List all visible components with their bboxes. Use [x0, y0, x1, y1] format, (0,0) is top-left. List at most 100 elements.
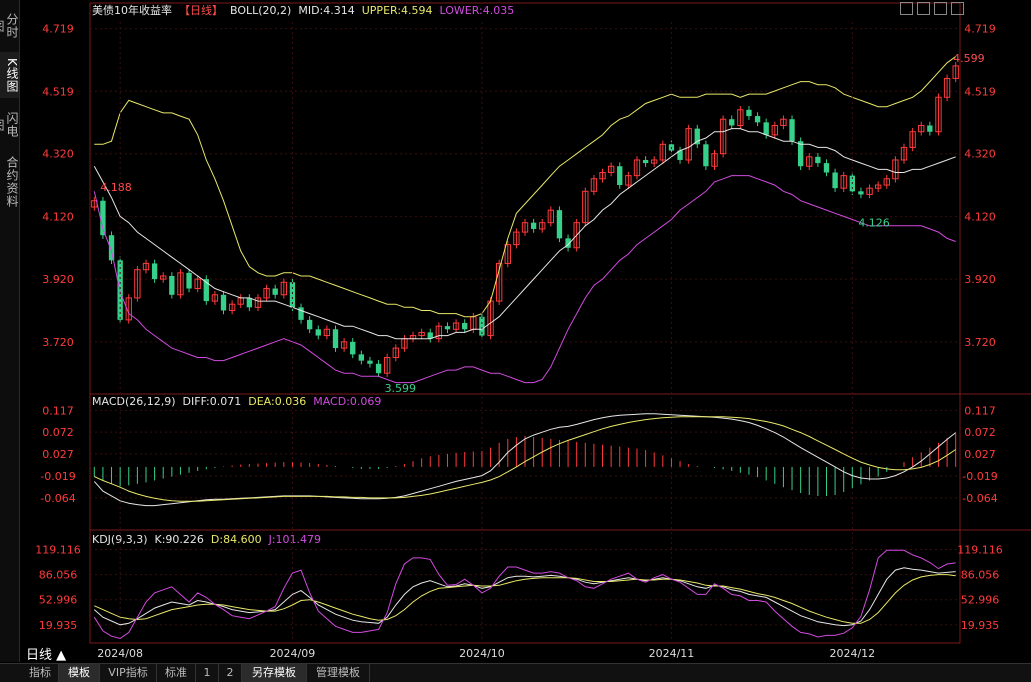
sidebar: 分时图 K线图 闪电图 合约资料	[0, 0, 20, 662]
candle-up	[134, 269, 141, 299]
y-tick-label-right: 3.720	[964, 336, 996, 349]
candle-down	[203, 279, 209, 302]
candle-up	[452, 322, 460, 330]
candle-up	[866, 187, 873, 195]
candle-up	[909, 131, 916, 148]
candle-up	[194, 278, 201, 290]
candle-down	[246, 297, 253, 308]
candle-up	[892, 159, 899, 180]
tab-label: K线图	[5, 57, 19, 93]
candle-up	[160, 275, 167, 280]
bottom-tab-manage-template[interactable]: 管理模板	[307, 664, 370, 682]
candle-down	[703, 144, 709, 167]
candle-up	[685, 128, 692, 161]
tab-kline-chart[interactable]: K线图	[0, 52, 19, 98]
bottom-tab-indicator[interactable]: 指标	[22, 664, 59, 682]
x-tick-label: 2024/12	[829, 647, 875, 660]
tab-contract-info[interactable]: 合约资料	[0, 152, 19, 212]
candle-down	[427, 332, 433, 339]
candle-down	[797, 141, 804, 167]
candle-down	[332, 329, 339, 349]
candle-up	[943, 77, 951, 98]
candle-down	[306, 319, 313, 330]
candle-up	[590, 178, 598, 192]
bottom-tab-standard[interactable]: 标准	[157, 664, 196, 682]
candle-down	[289, 282, 296, 308]
candle-up	[392, 347, 399, 359]
pane-title-part: LOWER:4.035	[440, 4, 515, 17]
dea-line	[94, 416, 956, 502]
x-tick-label: 2024/09	[270, 647, 316, 660]
bottom-tab-label: 另存模板	[252, 666, 296, 679]
price-annotation: 4.188	[100, 181, 132, 194]
pane-title-part: DIFF:0.071	[183, 395, 242, 408]
boll-mid-line	[93, 128, 956, 340]
y-tick-label-left: 52.996	[39, 594, 78, 607]
y-tick-label-left: 19.935	[39, 619, 78, 632]
candle-up	[513, 231, 520, 246]
pane-title-part: 美债10年收益率	[92, 3, 172, 17]
y-tick-label-right: 4.519	[964, 85, 996, 98]
crosshair-icon[interactable]	[900, 2, 913, 15]
x-tick-label: 2024/11	[649, 647, 695, 660]
tab-label: 分时图	[0, 13, 19, 39]
bottom-tab-label: 1	[203, 666, 211, 679]
candle-up	[211, 294, 219, 302]
y-tick-label-right: 4.120	[964, 210, 996, 223]
bottom-tab-vip-indicator[interactable]: VIP指标	[100, 664, 157, 682]
candle-down	[100, 200, 106, 236]
candle-up	[263, 288, 270, 299]
close-panel-icon[interactable]	[951, 2, 964, 15]
candle-up	[280, 281, 287, 296]
maximize-icon[interactable]	[934, 2, 947, 15]
tab-flash-chart[interactable]: 闪电图	[0, 102, 19, 148]
candle-down	[272, 288, 278, 295]
y-tick-label-right: 4.320	[964, 148, 996, 161]
y-tick-label-left: -0.064	[40, 492, 75, 505]
y-tick-label-right: 19.935	[961, 619, 1000, 632]
candle-down	[367, 360, 373, 364]
candle-up	[323, 328, 331, 337]
candle-up	[711, 153, 718, 167]
candle-down	[479, 316, 485, 336]
price-annotation: 4.599	[953, 52, 985, 65]
candle-down	[220, 294, 227, 311]
candle-up	[228, 303, 236, 311]
zoom-icon[interactable]	[917, 2, 930, 15]
candle-up	[651, 159, 658, 164]
bottom-tab-save-template[interactable]: 另存模板	[242, 664, 307, 682]
k-line	[93, 567, 956, 627]
candle-down	[694, 128, 700, 145]
candle-down	[763, 122, 769, 135]
candle-up	[780, 118, 787, 126]
y-tick-label-left: 3.920	[42, 273, 74, 286]
pane-title-part: KDJ(9,3,3)	[92, 533, 148, 546]
bottom-tab-1[interactable]: 1	[196, 664, 219, 682]
candle-up	[504, 244, 511, 264]
y-tick-label-left: 0.117	[42, 404, 74, 417]
candle-down	[927, 125, 933, 132]
candle-up	[495, 262, 503, 302]
pane-title-part: UPPER:4.594	[362, 4, 433, 17]
pane-title-part: K:90.226	[155, 533, 204, 546]
candle-down	[858, 191, 864, 195]
y-tick-label-left: 119.116	[35, 543, 81, 556]
candle-up	[900, 146, 908, 161]
candle-down	[350, 341, 356, 355]
candle-up	[340, 341, 348, 349]
bottom-tab-2[interactable]: 2	[219, 664, 242, 682]
candle-down	[108, 235, 115, 261]
tab-label: 合约资料	[5, 156, 19, 208]
candle-up	[806, 156, 813, 167]
bottom-tab-label: 2	[226, 666, 234, 679]
candle-down	[832, 172, 838, 189]
x-tick-label: 2024/10	[459, 647, 505, 660]
y-tick-label-right: 0.027	[964, 448, 996, 461]
j-line	[93, 549, 956, 640]
bottom-tab-template[interactable]: 模板	[59, 664, 100, 682]
candle-down	[556, 210, 563, 239]
tab-time-chart[interactable]: 分时图	[0, 4, 19, 48]
period-selector[interactable]: 日线 ▲	[22, 644, 71, 663]
y-tick-label-right: -0.064	[962, 492, 997, 505]
